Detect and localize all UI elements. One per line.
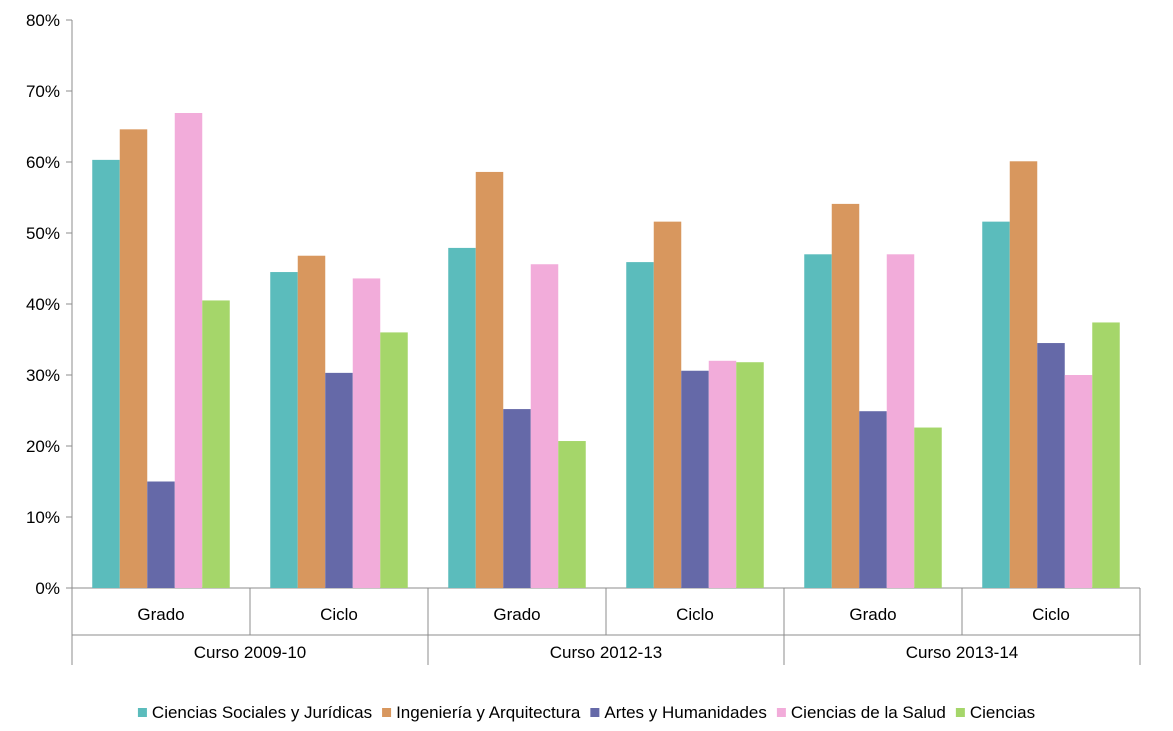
bar bbox=[475, 171, 504, 588]
legend-label: Artes y Humanidades bbox=[604, 703, 767, 722]
x-category-label: Ciclo bbox=[676, 605, 714, 624]
legend-swatch bbox=[382, 708, 392, 717]
bar bbox=[119, 129, 148, 588]
bar bbox=[147, 481, 175, 588]
legend-label: Ingeniería y Arquitectura bbox=[396, 703, 581, 722]
bar bbox=[914, 427, 942, 588]
x-category-label: Grado bbox=[493, 605, 540, 624]
y-tick-label: 60% bbox=[26, 153, 60, 172]
legend-item: Ingeniería y Arquitectura bbox=[382, 703, 581, 722]
bar bbox=[352, 278, 381, 588]
x-category-label: Grado bbox=[849, 605, 896, 624]
bar bbox=[1037, 343, 1065, 588]
bar bbox=[92, 159, 120, 588]
legend-label: Ciencias de la Salud bbox=[791, 703, 946, 722]
bar bbox=[1092, 322, 1120, 588]
bar bbox=[1009, 161, 1038, 589]
x-group-label: Curso 2012-13 bbox=[550, 643, 662, 662]
legend-label: Ciencias bbox=[970, 703, 1035, 722]
legend-item: Ciencias Sociales y Jurídicas bbox=[137, 703, 372, 722]
y-tick-label: 70% bbox=[26, 82, 60, 101]
bar bbox=[297, 255, 326, 588]
axis-layer bbox=[66, 19, 1141, 665]
bar bbox=[380, 332, 408, 588]
legend-item: Ciencias bbox=[955, 703, 1035, 722]
x-group-label: Curso 2009-10 bbox=[194, 643, 306, 662]
bar bbox=[325, 372, 353, 588]
legend-item: Ciencias de la Salud bbox=[776, 703, 946, 722]
legend-swatch bbox=[590, 708, 600, 717]
bar bbox=[1064, 375, 1093, 588]
bar bbox=[448, 247, 476, 588]
bar bbox=[174, 113, 203, 588]
bars-layer bbox=[92, 113, 1120, 589]
bar bbox=[681, 370, 709, 588]
bar bbox=[831, 203, 860, 588]
labels-layer: 0% 10% 20% 30% 40% 50% 60% 70% 80% Grado Ciclo Grad… bbox=[26, 11, 1070, 662]
x-category-label: Grado bbox=[137, 605, 184, 624]
legend: Ciencias Sociales y Jurídicas Ingeniería … bbox=[137, 703, 1035, 722]
bar bbox=[202, 300, 230, 588]
y-tick-label: 20% bbox=[26, 437, 60, 456]
bar bbox=[653, 221, 682, 588]
bar bbox=[736, 362, 764, 588]
y-tick-label: 10% bbox=[26, 508, 60, 527]
y-tick-label: 40% bbox=[26, 295, 60, 314]
legend-label: Ciencias Sociales y Jurídicas bbox=[152, 703, 372, 722]
y-tick-label: 80% bbox=[26, 11, 60, 30]
bar bbox=[558, 441, 586, 588]
legend-swatch bbox=[955, 708, 965, 717]
bar bbox=[626, 262, 654, 588]
bar bbox=[270, 272, 298, 588]
bar bbox=[804, 254, 832, 589]
y-tick-label: 50% bbox=[26, 224, 60, 243]
bar bbox=[503, 409, 531, 588]
x-category-label: Ciclo bbox=[320, 605, 358, 624]
x-category-label: Ciclo bbox=[1032, 605, 1070, 624]
legend-swatch bbox=[776, 708, 786, 717]
y-tick-label: 30% bbox=[26, 366, 60, 385]
legend-swatch bbox=[137, 708, 147, 717]
bar bbox=[708, 360, 737, 588]
bar bbox=[859, 411, 887, 588]
x-group-label: Curso 2013-14 bbox=[906, 643, 1018, 662]
bar bbox=[530, 264, 559, 588]
bar bbox=[982, 221, 1010, 588]
legend-item: Artes y Humanidades bbox=[590, 703, 767, 722]
y-tick-label: 0% bbox=[35, 579, 60, 598]
bar bbox=[886, 254, 915, 589]
